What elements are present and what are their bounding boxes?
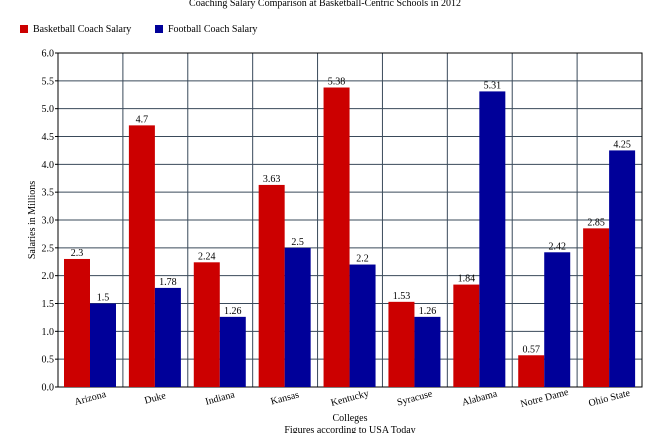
x-tick-label: Arizona — [73, 389, 107, 408]
data-label: 5.38 — [328, 77, 346, 88]
data-label: 1.26 — [224, 306, 242, 317]
y-tick-label: 3.5 — [42, 188, 55, 199]
bar — [90, 303, 116, 387]
x-tick-label: Kansas — [270, 389, 301, 407]
y-tick-label: 4.5 — [42, 132, 55, 143]
y-tick-label: 0.5 — [42, 355, 55, 366]
data-label: 1.26 — [419, 306, 437, 317]
y-tick-label: 5.5 — [42, 76, 55, 87]
data-label: 1.5 — [97, 293, 110, 304]
bar — [518, 355, 545, 387]
data-label: 1.53 — [393, 291, 411, 302]
x-axis-title: Colleges — [333, 413, 368, 424]
legend-label: Basketball Coach Salary — [33, 24, 131, 35]
y-tick-label: 3.0 — [42, 216, 55, 227]
data-label: 2.5 — [291, 237, 304, 248]
x-axis-subtitle: Figures according to USA Today — [284, 425, 415, 433]
bar — [388, 301, 415, 387]
data-label: 3.63 — [263, 174, 281, 185]
bar — [414, 316, 441, 387]
y-axis-title: Salaries in Millions — [27, 181, 38, 259]
y-tick-label: 0.0 — [42, 383, 55, 394]
bar — [544, 252, 571, 387]
bar — [154, 287, 181, 387]
bar — [453, 284, 480, 387]
bar — [479, 91, 506, 387]
bar — [349, 264, 376, 387]
y-tick-label: 6.0 — [42, 49, 55, 60]
bar — [193, 262, 220, 387]
data-label: 1.78 — [159, 277, 177, 288]
y-tick-label: 1.5 — [42, 299, 55, 310]
bar — [583, 228, 610, 387]
legend-label: Football Coach Salary — [168, 24, 257, 35]
bar — [258, 184, 285, 387]
x-tick-label: Duke — [143, 390, 167, 406]
x-tick-label: Ohio State — [587, 388, 631, 410]
bar — [284, 247, 311, 387]
x-tick-label: Kentucky — [330, 388, 370, 409]
chart-title: Coaching Salary Comparison at Basketball… — [189, 0, 461, 9]
x-tick-label: Indiana — [204, 389, 236, 408]
x-tick-label: Notre Dame — [519, 387, 570, 410]
bar — [219, 316, 246, 387]
data-label: 0.57 — [522, 344, 540, 355]
x-tick-label: Syracuse — [396, 388, 434, 408]
bar — [609, 150, 636, 387]
data-label: 4.25 — [613, 139, 631, 150]
bar — [323, 87, 350, 387]
y-tick-label: 1.0 — [42, 327, 55, 338]
data-label: 2.3 — [71, 248, 84, 259]
y-tick-label: 2.0 — [42, 271, 55, 282]
data-label: 2.24 — [198, 251, 216, 262]
x-tick-label: Alabama — [461, 388, 499, 408]
data-label: 1.84 — [458, 274, 476, 285]
y-tick-label: 5.0 — [42, 104, 55, 115]
legend-swatch — [155, 25, 163, 33]
y-tick-label: 2.5 — [42, 243, 55, 254]
bar — [128, 125, 155, 387]
data-label: 2.42 — [548, 241, 566, 252]
y-tick-label: 4.0 — [42, 160, 55, 171]
bar — [64, 258, 90, 387]
data-label: 2.2 — [356, 254, 369, 265]
data-label: 5.31 — [484, 80, 502, 91]
data-label: 4.7 — [136, 114, 149, 125]
legend-swatch — [20, 25, 28, 33]
data-label: 2.85 — [587, 217, 605, 228]
